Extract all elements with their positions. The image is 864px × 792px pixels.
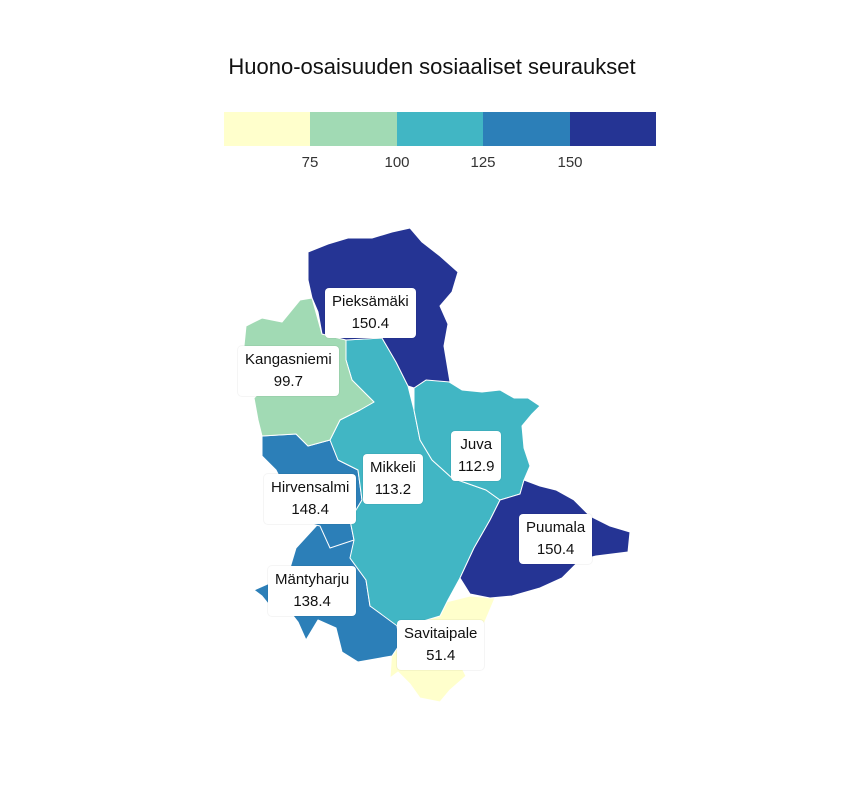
legend-bin-2 bbox=[310, 112, 397, 146]
label-kangasniemi: Kangasniemi 99.7 bbox=[238, 346, 339, 396]
label-kangasniemi-value: 99.7 bbox=[273, 373, 303, 390]
label-juva-name: Juva bbox=[460, 436, 493, 453]
label-juva: Juva 112.9 bbox=[451, 431, 502, 481]
legend-tick-150: 150 bbox=[557, 154, 583, 171]
label-pieksamaki-name: Pieksämäki bbox=[332, 293, 409, 310]
label-mikkeli-value: 113.2 bbox=[374, 481, 412, 498]
legend-tick-100: 100 bbox=[384, 154, 410, 171]
label-kangasniemi-name: Kangasniemi bbox=[245, 351, 332, 368]
label-puumala: Puumala 150.4 bbox=[519, 514, 593, 564]
label-juva-value: 112.9 bbox=[458, 458, 495, 475]
label-savitaipale-value: 51.4 bbox=[426, 647, 456, 664]
label-mikkeli-name: Mikkeli bbox=[370, 459, 416, 476]
label-mikkeli: Mikkeli 113.2 bbox=[363, 454, 423, 504]
label-savitaipale: Savitaipale 51.4 bbox=[397, 620, 485, 670]
legend-bin-3 bbox=[397, 112, 483, 146]
label-puumala-value: 150.4 bbox=[536, 541, 575, 558]
label-hirvensalmi: Hirvensalmi 148.4 bbox=[264, 474, 357, 524]
legend-tick-75: 75 bbox=[301, 154, 319, 171]
map-title: Huono-osaisuuden sosiaaliset seuraukset bbox=[228, 54, 636, 79]
legend-bin-4 bbox=[483, 112, 570, 146]
label-mantyharju-value: 138.4 bbox=[293, 593, 331, 610]
label-hirvensalmi-name: Hirvensalmi bbox=[271, 479, 350, 496]
label-puumala-name: Puumala bbox=[526, 519, 586, 536]
label-mantyharju-name: Mäntyharju bbox=[275, 571, 350, 588]
label-hirvensalmi-value: 148.4 bbox=[291, 501, 329, 518]
label-pieksamaki: Pieksämäki 150.4 bbox=[325, 288, 416, 338]
legend-bin-5 bbox=[570, 112, 656, 146]
legend-tick-125: 125 bbox=[470, 154, 496, 171]
label-savitaipale-name: Savitaipale bbox=[404, 625, 478, 642]
label-pieksamaki-value: 150.4 bbox=[351, 315, 390, 332]
legend-bin-1 bbox=[224, 112, 310, 146]
label-mantyharju: Mäntyharju 138.4 bbox=[268, 566, 357, 616]
